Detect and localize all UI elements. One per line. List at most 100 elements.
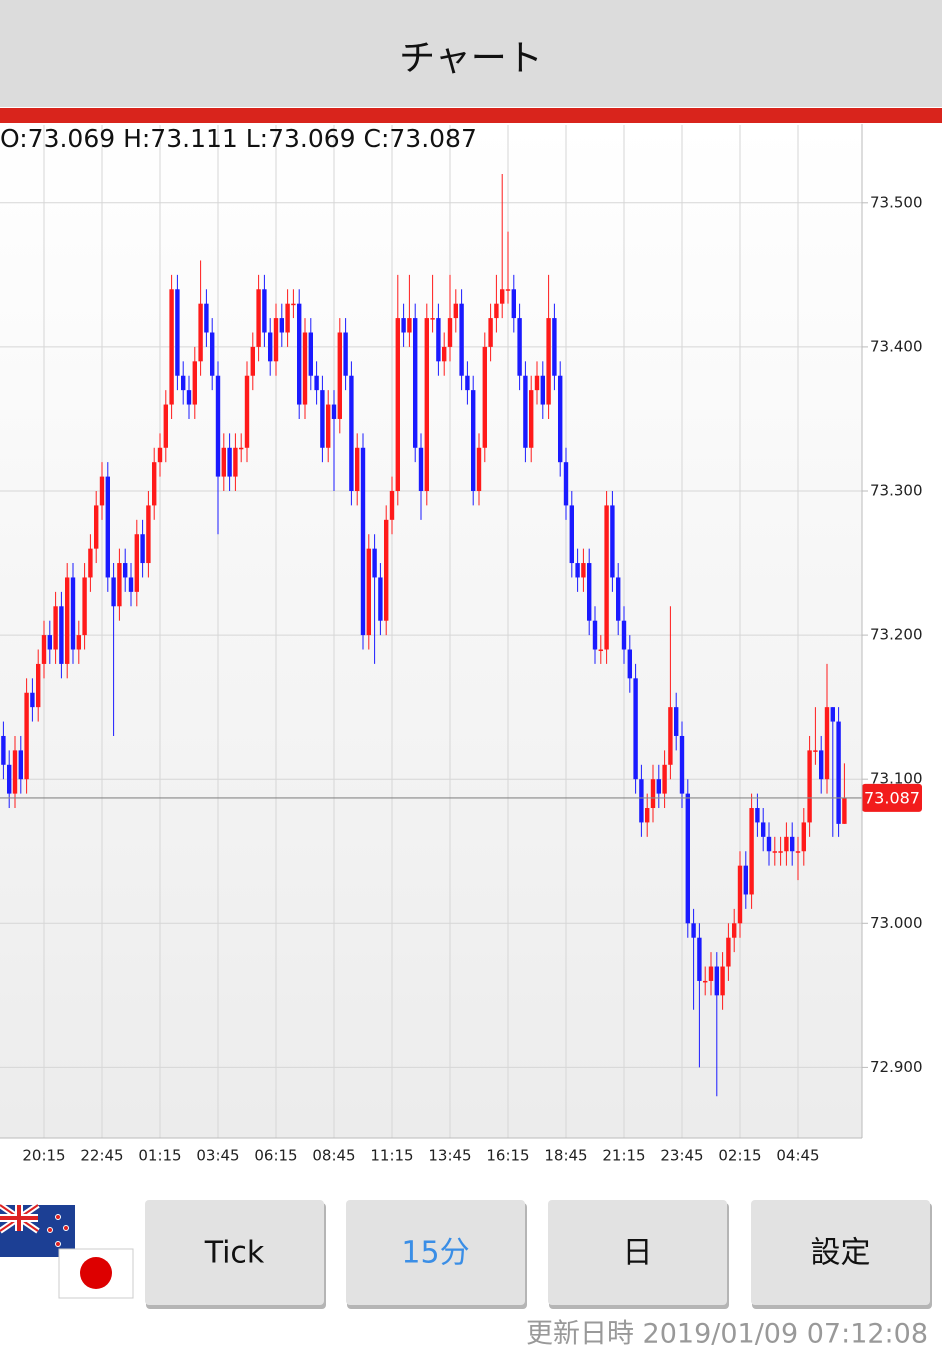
candle-body [128,577,134,592]
candle-body [523,375,528,448]
candle-body [534,375,540,391]
jp-flag [58,1248,134,1299]
candle-body [784,836,789,852]
last-price-box [862,783,922,812]
candle-body [70,577,76,650]
x-tick-label: 23:45 [660,1147,703,1165]
candle-body [117,563,122,607]
candle-body [123,563,128,578]
candle-body [790,836,795,852]
candle-body [453,303,458,319]
candle-body [221,447,226,477]
candle-body [378,577,383,621]
candle-body [552,318,557,376]
candle-body [384,519,389,621]
candle-body [343,332,348,376]
candle-body [761,822,766,837]
x-tick-label: 16:15 [486,1147,529,1165]
tab-button[interactable] [145,1200,324,1305]
tab-button[interactable] [346,1200,525,1305]
x-tick-label: 01:15 [138,1147,181,1165]
candle-body [181,375,186,391]
candle-body [621,620,627,650]
candle-body [320,390,325,448]
candle-body [366,548,371,636]
candle-body [59,606,64,664]
candle-body [157,447,163,463]
candle-body [413,318,418,448]
candle-body [517,318,522,376]
candle-body [807,750,812,823]
candle-body [703,980,708,983]
candle-body [134,534,139,592]
y-tick-label: 73.200 [870,626,923,644]
tab-button[interactable] [548,1200,727,1305]
candle-body [529,390,534,448]
x-tick-label: 11:15 [370,1147,413,1165]
candle-body [795,851,801,853]
candle-body [326,404,331,448]
x-tick-label: 08:45 [312,1147,355,1165]
candle-body [349,375,354,492]
candle-body [436,318,441,362]
candle-body [372,548,377,578]
candle-body [355,447,360,492]
x-tick-label: 18:45 [544,1147,587,1165]
candle-body [256,289,261,347]
y-tick-label: 73.000 [870,914,923,932]
candle-body [743,865,748,895]
candle-body [494,303,499,319]
candle-body [824,707,830,780]
candle-body [476,447,482,492]
candle-body [691,923,696,938]
candle-body [65,577,70,664]
candle-body [186,390,192,405]
candle-body [88,548,93,578]
candle-body [163,404,168,448]
candle-body [708,966,714,981]
screen-title: チャート [399,38,543,79]
candle-body [772,851,777,853]
candle-body [424,318,429,492]
candle-body [273,318,279,362]
candle-body [30,692,35,708]
candle-body [82,577,87,636]
candle-body [94,505,99,549]
y-tick-label: 73.300 [870,482,923,500]
tab-button[interactable] [751,1200,930,1305]
candle-body [592,620,598,650]
candle-body [169,289,174,405]
button-label: 15分 [401,1236,469,1271]
candle-body [314,375,319,391]
candle-body [639,779,644,823]
candle-body [650,779,656,809]
x-tick-label: 13:45 [428,1147,471,1165]
button-label: Tick [204,1236,265,1271]
x-tick-label: 21:15 [602,1147,645,1165]
candle-body [500,289,505,304]
update-time: 更新日時 2019/01/09 07:12:08 [526,1319,928,1350]
candle-body [360,447,366,636]
candle-body [732,923,737,938]
nz-flag [0,1202,75,1257]
candle-body [505,289,511,291]
candle-body [227,447,232,477]
candle-body [679,735,685,794]
accent-bar [0,108,942,123]
x-tick-label: 20:15 [22,1147,65,1165]
candle-body [662,764,667,794]
candle-body [76,635,81,650]
candle-body [558,375,563,463]
candle-body [233,447,238,477]
candle-body [285,303,290,333]
candle-body [459,303,464,376]
candle-body [604,505,609,650]
candle-body [250,346,255,376]
candle-body [152,462,157,506]
candle-body [331,404,337,419]
y-tick-label: 73.100 [870,770,923,788]
candle-body [749,808,754,895]
candle-body [198,303,203,362]
candle-body [633,678,638,780]
